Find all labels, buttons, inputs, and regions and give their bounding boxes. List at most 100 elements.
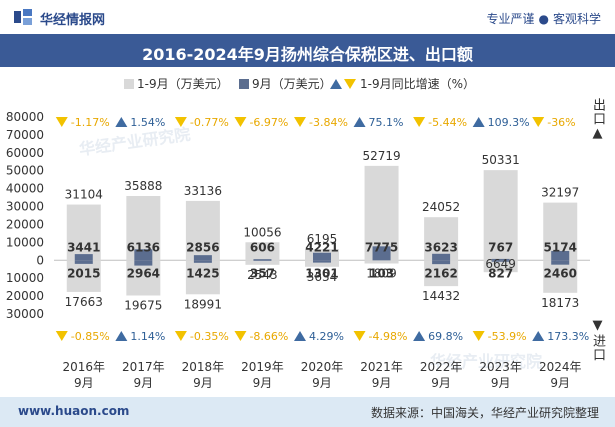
label-export-cumulative: 52719 — [362, 149, 400, 163]
footer: www.huaon.com 数据来源：中国海关，华经产业研究院整理 — [0, 397, 615, 427]
x-tick-label-month: 9月 — [431, 376, 451, 390]
label-import-monthly: 2015 — [67, 266, 100, 280]
label-import-cumulative: 1809 — [366, 267, 397, 281]
x-tick-label-year: 2017年 — [122, 360, 165, 374]
title-bar: 2016-2024年9月扬州综合保税区进、出口额 — [0, 34, 615, 67]
label-import-monthly: 357 — [250, 266, 275, 280]
bar-import-monthly — [253, 260, 272, 261]
label-export-monthly: 767 — [488, 240, 513, 254]
x-tick-label-year: 2021年 — [360, 360, 403, 374]
x-tick-label-year: 2018年 — [182, 360, 225, 374]
bar-export-cumulative — [543, 202, 578, 261]
label-import-growth: 1.14% — [130, 330, 165, 343]
bar-import-cumulative — [543, 260, 578, 293]
y-tick-label: 50000 — [6, 164, 44, 178]
x-tick-label-year: 2022年 — [420, 360, 463, 374]
site-name: 华经情报网 — [40, 13, 106, 28]
bar-import-cumulative — [483, 260, 518, 273]
label-export-growth: -3.84% — [309, 116, 348, 129]
label-import-cumulative: 19675 — [124, 299, 162, 313]
label-import-cumulative: 14432 — [422, 289, 460, 303]
growth-down-triangle-icon — [174, 331, 187, 341]
bar-export-monthly — [313, 252, 331, 261]
bar-import-monthly — [134, 260, 153, 266]
import-label-text: 进口 — [590, 334, 605, 362]
chart-title: 2016-2024年9月扬州综合保税区进、出口额 — [142, 45, 473, 64]
footer-url[interactable]: www.huaon.com — [18, 404, 130, 418]
label-export-cumulative: 6195 — [307, 232, 338, 246]
label-export-monthly: 2856 — [186, 240, 219, 254]
label-export-cumulative: 31104 — [65, 188, 103, 202]
label-import-growth: 69.8% — [428, 330, 463, 343]
legend-label-cumulative: 1-9月（万美元） — [137, 77, 229, 91]
growth-down-triangle-icon — [413, 117, 426, 127]
y-tick-label: 70000 — [6, 128, 44, 142]
label-import-cumulative: 17663 — [65, 295, 103, 309]
growth-down-triangle-icon — [532, 117, 545, 127]
bar-export-monthly — [74, 254, 93, 261]
y-tick-label: 60000 — [6, 146, 44, 160]
bar-import-cumulative — [245, 260, 280, 265]
bar-export-cumulative — [245, 242, 280, 261]
data-source: 数据来源：中国海关，华经产业研究院整理 — [370, 406, 599, 420]
x-tick-label-month: 9月 — [193, 376, 213, 390]
growth-up-triangle-icon — [115, 331, 128, 341]
bar-import-monthly — [193, 260, 212, 263]
growth-down-triangle-icon — [234, 331, 247, 341]
export-label-text: 出口 — [590, 98, 605, 126]
label-import-monthly: 1301 — [305, 266, 338, 280]
x-tick-label-year: 2020年 — [301, 360, 344, 374]
label-export-cumulative: 50331 — [482, 153, 520, 167]
growth-down-triangle-icon — [472, 331, 485, 341]
growth-up-triangle-icon — [472, 117, 485, 127]
bar-export-cumulative — [424, 217, 459, 261]
label-export-growth: 75.1% — [369, 116, 404, 129]
x-tick-label-year: 2024年 — [539, 360, 582, 374]
bar-export-cumulative — [483, 170, 518, 261]
y-tick-label: 20000 — [6, 289, 44, 303]
export-arrow-icon: ▲ — [590, 126, 605, 142]
bar-import-monthly — [432, 260, 451, 265]
y-tick-label: 0 — [36, 253, 44, 267]
label-import-growth: -4.98% — [369, 330, 408, 343]
growth-up-triangle-icon — [115, 117, 128, 127]
slogan-right: 客观科学 — [552, 12, 601, 26]
bar-export-cumulative — [364, 165, 399, 261]
import-arrow-icon: ▼ — [590, 318, 605, 334]
label-export-monthly: 4221 — [305, 240, 338, 254]
y-tick-label: 20000 — [6, 217, 44, 231]
export-side-label: 出口▲ — [588, 98, 607, 142]
x-tick-label-month: 9月 — [253, 376, 273, 390]
x-tick-label-year: 2016年 — [63, 360, 106, 374]
label-export-cumulative: 24052 — [422, 200, 460, 214]
watermark-text: 华经产业研究院 — [78, 125, 192, 159]
slogan-left: 专业严谨 — [486, 12, 535, 26]
label-import-monthly: 2964 — [127, 266, 160, 280]
bar-export-monthly — [551, 251, 570, 261]
legend-swatch-cumulative — [124, 79, 134, 89]
label-export-monthly: 606 — [250, 240, 275, 254]
x-tick-label-month: 9月 — [491, 376, 511, 390]
bar-export-monthly — [372, 246, 391, 261]
label-export-growth: -0.77% — [190, 116, 229, 129]
label-export-growth: -36% — [547, 116, 575, 129]
label-import-monthly: 1425 — [186, 266, 219, 280]
bar-import-cumulative — [424, 260, 459, 287]
bar-import-cumulative — [185, 260, 220, 295]
legend-label-growth: 1-9月同比增速（%） — [360, 77, 475, 91]
growth-up-triangle-icon — [413, 331, 426, 341]
growth-up-triangle-icon — [294, 331, 306, 341]
x-tick-label-month: 9月 — [134, 376, 154, 390]
y-tick-label: 10000 — [6, 235, 44, 249]
growth-down-triangle-icon — [55, 117, 68, 127]
x-tick-label-year: 2023年 — [479, 360, 522, 374]
label-export-growth: 109.3% — [488, 116, 530, 129]
label-export-growth: 1.54% — [130, 116, 165, 129]
bar-import-monthly — [491, 260, 510, 262]
y-tick-label: 40000 — [6, 182, 44, 196]
logo-icon — [14, 9, 32, 25]
x-tick-label-month: 9月 — [550, 376, 570, 390]
x-tick-label-month: 9月 — [74, 376, 94, 390]
growth-up-triangle-icon — [532, 331, 545, 341]
label-import-cumulative: 2543 — [247, 268, 278, 282]
